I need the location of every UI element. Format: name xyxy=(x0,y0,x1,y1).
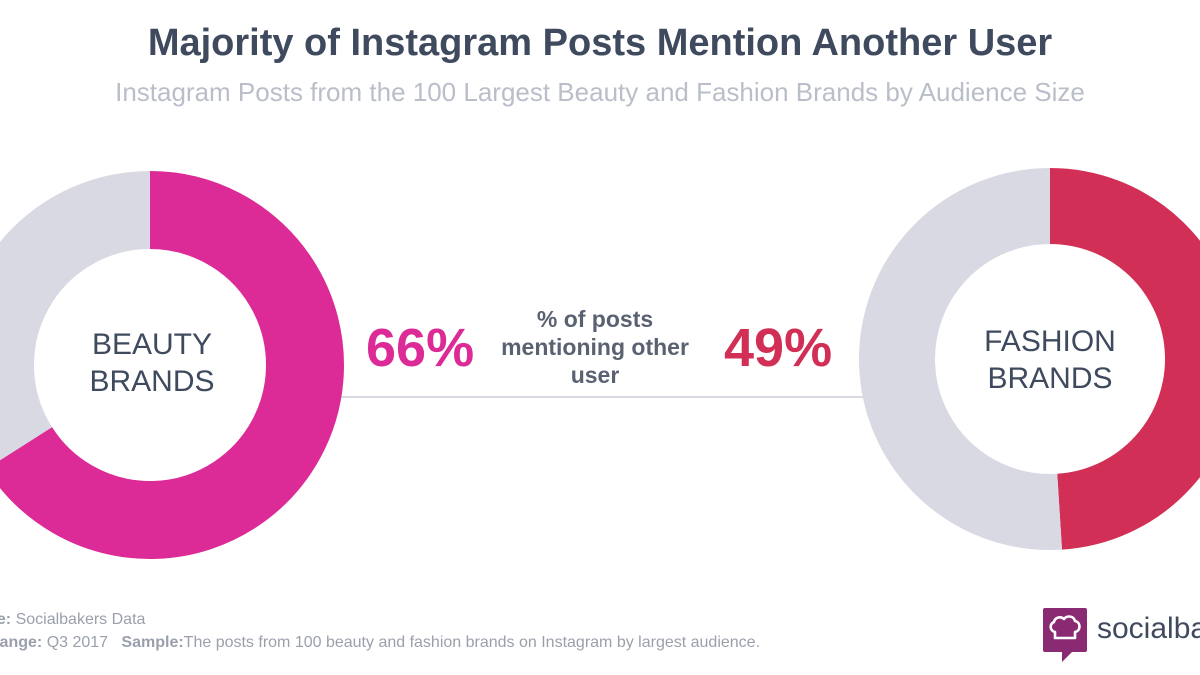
footer-range-sample: Range: Q3 2017 Sample:The posts from 100… xyxy=(0,634,760,652)
beauty-percent-value: 66% xyxy=(366,318,475,378)
chart-subtitle: Instagram Posts from the 100 Largest Bea… xyxy=(115,77,1085,107)
fashion-percent-value: 49% xyxy=(724,318,833,378)
fashion-label-line-1: FASHION xyxy=(984,325,1116,358)
donut-beauty-brands xyxy=(0,171,344,559)
sample-key: Sample: xyxy=(121,634,184,651)
source-key: ce: xyxy=(0,611,12,628)
range-value: Q3 2017 xyxy=(46,634,109,651)
fashion-brands-label: FASHION BRANDS xyxy=(950,323,1150,397)
donut-fashion-brands xyxy=(859,168,1200,550)
beauty-mentioning-slice xyxy=(0,171,344,559)
footer-source: ce: Socialbakers Data xyxy=(0,611,145,629)
beauty-other-slice xyxy=(0,171,152,461)
fashion-label-line-2: BRANDS xyxy=(987,362,1113,395)
fashion-other-slice xyxy=(859,168,1062,550)
source-value: Socialbakers Data xyxy=(15,611,146,628)
logo-tail xyxy=(1062,650,1074,662)
metric-label-line-3: user xyxy=(570,362,620,388)
beauty-label-line-2: BRANDS xyxy=(89,365,215,398)
sample-value: The posts from 100 beauty and fashion br… xyxy=(183,634,761,651)
beauty-label-line-1: BEAUTY xyxy=(91,328,213,361)
chef-hat-icon xyxy=(1043,608,1087,652)
metric-label: % of posts mentioning other user xyxy=(485,305,705,389)
brand-logo-text: socialbak xyxy=(1097,612,1200,645)
fashion-mentioning-slice xyxy=(1049,168,1200,550)
range-key: Range: xyxy=(0,634,43,651)
chart-title: Majority of Instagram Posts Mention Anot… xyxy=(147,22,1053,64)
beauty-brands-label: BEAUTY BRANDS xyxy=(52,326,252,400)
metric-label-line-1: % of posts xyxy=(536,306,654,332)
metric-label-line-2: mentioning other xyxy=(501,334,689,360)
